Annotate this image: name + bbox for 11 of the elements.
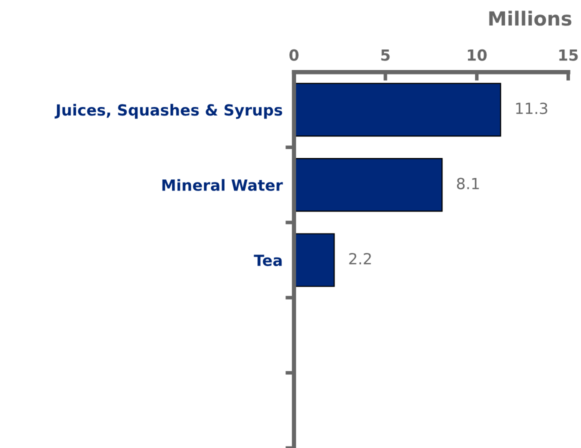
y-tick-label: Juices, Squashes & Syrups bbox=[54, 104, 282, 119]
data-label: 2.2 bbox=[349, 252, 371, 264]
data-label: 11.3 bbox=[516, 102, 548, 114]
data-label: 8.1 bbox=[456, 178, 479, 190]
x-tick-label: 0 bbox=[289, 49, 299, 61]
x-axis-title: Millions bbox=[489, 10, 572, 26]
y-tick-label: Tea bbox=[254, 254, 282, 266]
x-tick-label: 5 bbox=[381, 49, 390, 61]
x-tick-label: 15 bbox=[559, 49, 578, 61]
x-tick-label: 10 bbox=[468, 49, 487, 61]
y-tick-label: Mineral Water bbox=[162, 179, 283, 191]
